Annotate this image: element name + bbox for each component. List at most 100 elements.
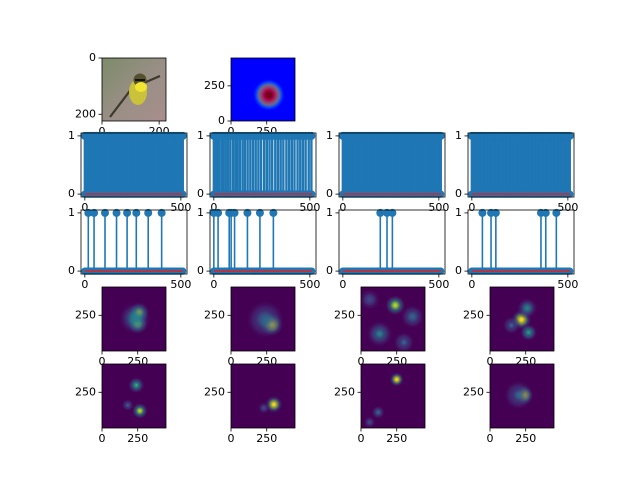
stem-row-1-panel-0-xtick-label-0: 0 [81, 278, 88, 291]
stem-row-1-panel-1-marker-6 [255, 208, 264, 217]
stem-row-1-panel-1-marker-5 [243, 208, 252, 217]
image-panel-1-ytick-label-0: 0 [218, 114, 225, 127]
stem-row-0-panel-2-ytick-label-1: 1 [326, 129, 333, 142]
heatmap-row-0-panel-3-image-blob-2 [517, 298, 538, 319]
stem-row-0-panel-1-xtick-label-1: 500 [299, 201, 320, 214]
heatmap-row-1-panel-3-xtick-label-1: 250 [515, 432, 536, 445]
stem-row-0-panel-1-marker-38 [307, 131, 316, 140]
stem-row-1-panel-1-xtick-label-1: 500 [299, 278, 320, 291]
heatmap-row-0-panel-3-ytick-label-0: 250 [463, 308, 484, 321]
stem-row-0-panel-3: 0 1 0 500 [455, 129, 578, 214]
heatmap-row-1-panel-0-frame [101, 363, 167, 429]
heatmap-row-0-panel-2-image-blob-4 [393, 332, 414, 351]
heatmap-row-0-panel-1-image [231, 287, 295, 351]
stem-row-1-panel-0-ytick-label-1: 1 [68, 206, 75, 219]
stem-row-1-panel-2-xtick-label-0: 0 [339, 278, 346, 291]
stem-row-1-panel-1-ytick-label-1: 1 [197, 206, 204, 219]
stem-row-0-panel-0-marker-64 [178, 131, 187, 140]
stem-row-0-panel-0-ytick-label-1: 1 [68, 129, 75, 142]
heatmap-row-0-panel-1-ytick-label-0: 250 [204, 308, 225, 321]
stem-row-1-panel-2-marker-0 [376, 208, 385, 217]
heatmap-row-0-panel-3-image-blob-3 [502, 316, 520, 334]
stem-row-0-panel-3-xtick-label-1: 500 [557, 201, 578, 214]
jet-heatmap-blob-0 [253, 79, 285, 111]
stem-row-1-panel-2-marker-2 [388, 208, 397, 217]
stem-row-0-panel-0: 0 1 0 500 [68, 129, 191, 214]
image-panel-0-frame [101, 57, 167, 122]
heatmap-row-0-panel-3-image-blob-1 [520, 323, 538, 341]
stem-row-1-panel-1-ytick-label-0: 0 [197, 264, 204, 277]
heatmap-row-1-panel-0-ytick-label-0: 250 [75, 385, 96, 398]
stem-row-0-panel-1-frame [209, 132, 317, 198]
stem-row-0-panel-2-xtick-label-1: 500 [428, 201, 449, 214]
heatmap-row-1-panel-3-ytick-label-0: 250 [463, 385, 484, 398]
heatmap-row-1-panel-2-xtick-label-0: 0 [358, 432, 365, 445]
heatmap-row-1-panel-1-ytick-label-0: 250 [204, 385, 225, 398]
heatmap-row-1-panel-1-frame [230, 363, 296, 429]
image-panel-0-ytick-label-1: 200 [75, 107, 96, 120]
stem-row-1-panel-0-marker-2 [101, 208, 110, 217]
stem-row-1-panel-0-marker-4 [123, 208, 132, 217]
heatmap-row-1-panel-0-image-blob-1 [128, 377, 145, 393]
heatmap-row-1-panel-1-image-background [231, 364, 295, 428]
heatmap-row-1-panel-3-image-blob-1 [504, 380, 533, 410]
stem-row-1-panel-0-marker-7 [157, 208, 166, 217]
image-panel-1-xtick-label-0: 0 [228, 125, 235, 138]
heatmap-row-1-panel-0-xtick-label-0: 0 [99, 432, 106, 445]
heatmap-row-1-panel-2-image [361, 364, 425, 428]
image-panel-0-ytick-label-0: 0 [89, 51, 96, 64]
heatmap-row-0-panel-3-frame [489, 286, 555, 352]
stem-row-1-panel-0-frame [80, 209, 188, 275]
heatmap-row-0-panel-2-image-blob-1 [366, 321, 393, 347]
heatmap-row-1-panel-1-image-blob-0 [265, 395, 283, 413]
heatmap-row-0-panel-2-image [361, 287, 425, 351]
stem-row-1-panel-3: 0 1 0 500 [455, 206, 578, 291]
stem-row-1-panel-3-marker-5 [552, 208, 561, 217]
stem-row-1-panel-3-xtick-label-0: 0 [468, 278, 475, 291]
stem-row-1-panel-1-xtick-label-0: 0 [210, 278, 217, 291]
stem-row-0-panel-0-xtick-label-0: 0 [81, 201, 88, 214]
heatmap-row-1-panel-2-xtick-label-1: 250 [386, 432, 407, 445]
stem-row-1-panel-0-xtick-label-1: 500 [170, 278, 191, 291]
stem-row-0-panel-2-marker-82 [436, 131, 445, 140]
stem-row-0-panel-1-ytick-label-1: 1 [197, 129, 204, 142]
stem-row-0-panel-0-frame [80, 132, 188, 198]
stem-row-1-panel-3-marker-0 [478, 208, 487, 217]
stem-row-1-panel-2: 0 1 0 500 [326, 206, 449, 291]
image-panel-0-xtick-label-0: 0 [99, 125, 106, 138]
heatmap-row-1-panel-2-frame [360, 363, 426, 429]
stem-row-1-panel-2-xtick-label-1: 500 [428, 278, 449, 291]
heatmap-row-1-panel-1: 250 0 250 [204, 363, 296, 445]
stem-row-1-panel-3-ytick-label-0: 0 [455, 264, 462, 277]
stem-row-1-panel-0-marker-1 [90, 208, 99, 217]
stem-row-1-panel-1: 0 1 0 500 [197, 206, 320, 291]
stem-row-1-panel-0-marker-3 [112, 208, 121, 217]
heatmap-row-0-panel-2-ytick-label-0: 250 [334, 308, 355, 321]
heatmap-row-0-panel-3-image [490, 287, 554, 351]
heatmap-row-1-panel-3: 250 0 250 [463, 363, 555, 445]
heatmap-row-1-panel-1-image [231, 364, 295, 428]
heatmap-row-1-panel-3-xtick-label-0: 0 [487, 432, 494, 445]
heatmap-row-0-panel-2-xtick-label-0: 0 [358, 355, 365, 368]
stem-row-1-panel-3-xtick-label-1: 500 [557, 278, 578, 291]
heatmap-row-1-panel-1-xtick-label-1: 250 [256, 432, 277, 445]
stem-row-1-panel-2-ytick-label-1: 1 [326, 206, 333, 219]
stem-row-0-panel-1: 0 1 0 500 [197, 129, 320, 214]
stem-row-1-panel-2-frame [338, 209, 446, 275]
heatmap-row-0-panel-0-xtick-label-0: 0 [99, 355, 106, 368]
heatmap-row-1-panel-2: 250 0 250 [334, 363, 426, 445]
heatmap-row-0-panel-0-image-blob-2 [119, 302, 151, 334]
stem-row-1-panel-0-ytick-label-0: 0 [68, 264, 75, 277]
heatmap-row-1-panel-2-image-blob-1 [371, 405, 385, 419]
heatmap-row-1-panel-0-image-blob-0 [132, 403, 148, 419]
bird-throat-shape [135, 82, 147, 92]
heatmap-row-1-panel-2-image-blob-0 [389, 372, 404, 387]
stem-row-0-panel-1-xtick-label-0: 0 [210, 201, 217, 214]
heatmap-row-0-panel-1-xtick-label-0: 0 [228, 355, 235, 368]
heatmap-row-1-panel-0-image-blob-2 [122, 399, 134, 411]
